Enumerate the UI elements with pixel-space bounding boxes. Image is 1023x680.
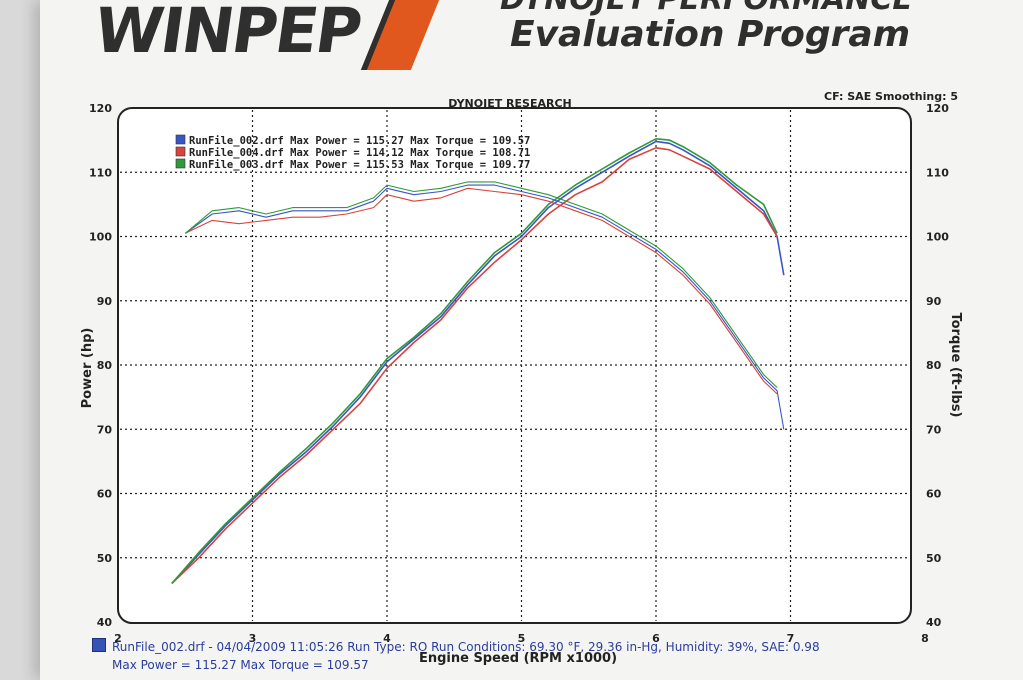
legend-entry: RunFile_004.drf Max Power = 114.12 Max T…: [189, 147, 530, 159]
series-line-torque-5: [184, 181, 778, 388]
y-tick-label-left: 60: [97, 488, 113, 501]
series-line-power-0: [171, 140, 785, 585]
y-tick-label-left: 50: [97, 552, 113, 565]
series-line-torque-3: [184, 184, 785, 430]
y-tick-label-right: 90: [926, 295, 942, 308]
x-tick-label: 2: [114, 632, 122, 645]
x-tick-label: 7: [787, 632, 795, 645]
y-tick-label-right: 60: [926, 488, 942, 501]
legend: RunFile_002.drf Max Power = 115.27 Max T…: [175, 134, 530, 171]
y-tick-label-right: 100: [926, 231, 949, 244]
x-tick-label: 8: [921, 632, 929, 645]
legend-entry: RunFile_002.drf Max Power = 115.27 Max T…: [189, 135, 530, 147]
x-tick-label: 3: [249, 632, 257, 645]
y-tick-label-right: 110: [926, 166, 949, 179]
footer-run-conditions: RunFile_002.drf - 04/04/2009 11:05:26 Ru…: [112, 640, 820, 654]
x-tick-label: 6: [652, 632, 660, 645]
chart-title: DYNOJET RESEARCH: [448, 97, 571, 110]
y-tick-label-left: 120: [89, 102, 112, 115]
y-tick-label-left: 110: [89, 166, 112, 179]
y-tick-label-right: 80: [926, 359, 942, 372]
corner-note: CF: SAE Smoothing: 5: [824, 90, 958, 103]
y-tick-label-right: 50: [926, 552, 942, 565]
brand-subtitle: Evaluation Program: [510, 14, 911, 55]
series-layer: [171, 138, 785, 585]
tick-layer: 2 3 4 5 6 7 8 40 40 50 50 60 60 70 70 80 80 90 90 100 100 110…: [89, 102, 949, 645]
legend-entry: RunFile_003.drf Max Power = 115.53 Max T…: [189, 159, 530, 171]
run-color-swatch: [92, 638, 106, 652]
footer-line-2: Max Power = 115.27 Max Torque = 109.57: [112, 658, 369, 672]
x-tick-label: 4: [383, 632, 391, 645]
y-tick-label-left: 90: [97, 295, 113, 308]
y-tick-label-left: 80: [97, 359, 113, 372]
y-tick-label-left: 70: [97, 423, 113, 436]
legend-swatch: [175, 146, 186, 157]
series-line-power-2: [171, 138, 778, 585]
x-tick-label: 5: [518, 632, 526, 645]
footer-line-1: RunFile_002.drf - 04/04/2009 11:05:26 Ru…: [92, 638, 820, 656]
y-axis-label-right: Torque (ft-lbs): [948, 312, 963, 417]
brand-subtitle-top: DYNOJET PERFORMANCE: [500, 0, 913, 17]
run-info-footer: RunFile_002.drf - 04/04/2009 11:05:26 Ru…: [92, 638, 820, 674]
legend-swatch: [175, 158, 186, 169]
x-axis-label: Engine Speed (RPM x1000): [419, 651, 617, 666]
legend-swatch: [175, 134, 186, 145]
series-line-power-1: [171, 147, 778, 585]
y-tick-label-right: 120: [926, 102, 949, 115]
series-line-torque-4: [185, 187, 778, 395]
y-axis-label-left: Power (hp): [80, 328, 95, 409]
y-tick-label-left: 100: [89, 231, 112, 244]
y-tick-label-right: 70: [926, 423, 942, 436]
y-tick-label-right: 40: [926, 616, 942, 629]
y-tick-label-left: 40: [97, 616, 113, 629]
